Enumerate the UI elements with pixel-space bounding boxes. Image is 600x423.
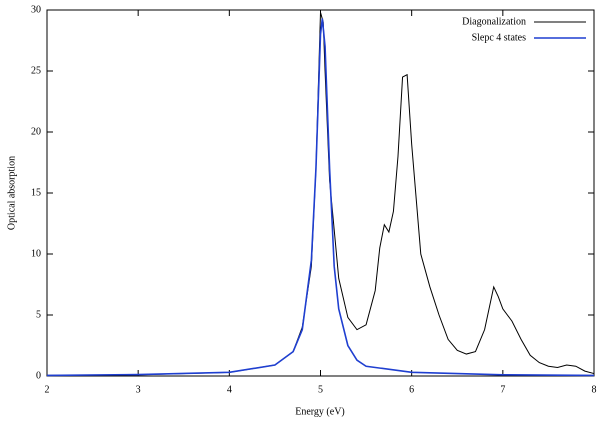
x-tick-label: 7 <box>500 384 505 395</box>
series-line <box>46 12 595 376</box>
y-tick-label: 15 <box>31 187 41 198</box>
x-axis-label: Energy (eV) <box>295 406 345 417</box>
legend-label: Slepc 4 states <box>472 32 527 43</box>
x-tick-label: 3 <box>136 384 141 395</box>
x-tick-label: 6 <box>409 384 414 395</box>
y-tick-label: 0 <box>36 370 41 381</box>
y-tick-label: 5 <box>36 309 41 320</box>
y-tick-label: 10 <box>31 248 41 259</box>
x-tick-label: 5 <box>318 384 323 395</box>
y-tick-label: 20 <box>31 126 41 137</box>
x-tick-label: 2 <box>45 384 50 395</box>
y-axis-label: Optical absorption <box>6 156 17 230</box>
y-tick-label: 30 <box>31 4 41 15</box>
legend-label: Diagonalization <box>462 16 526 27</box>
x-tick-label: 4 <box>227 384 232 395</box>
x-tick-label: 8 <box>592 384 597 395</box>
series-line <box>46 18 595 377</box>
y-tick-label: 25 <box>31 65 41 76</box>
